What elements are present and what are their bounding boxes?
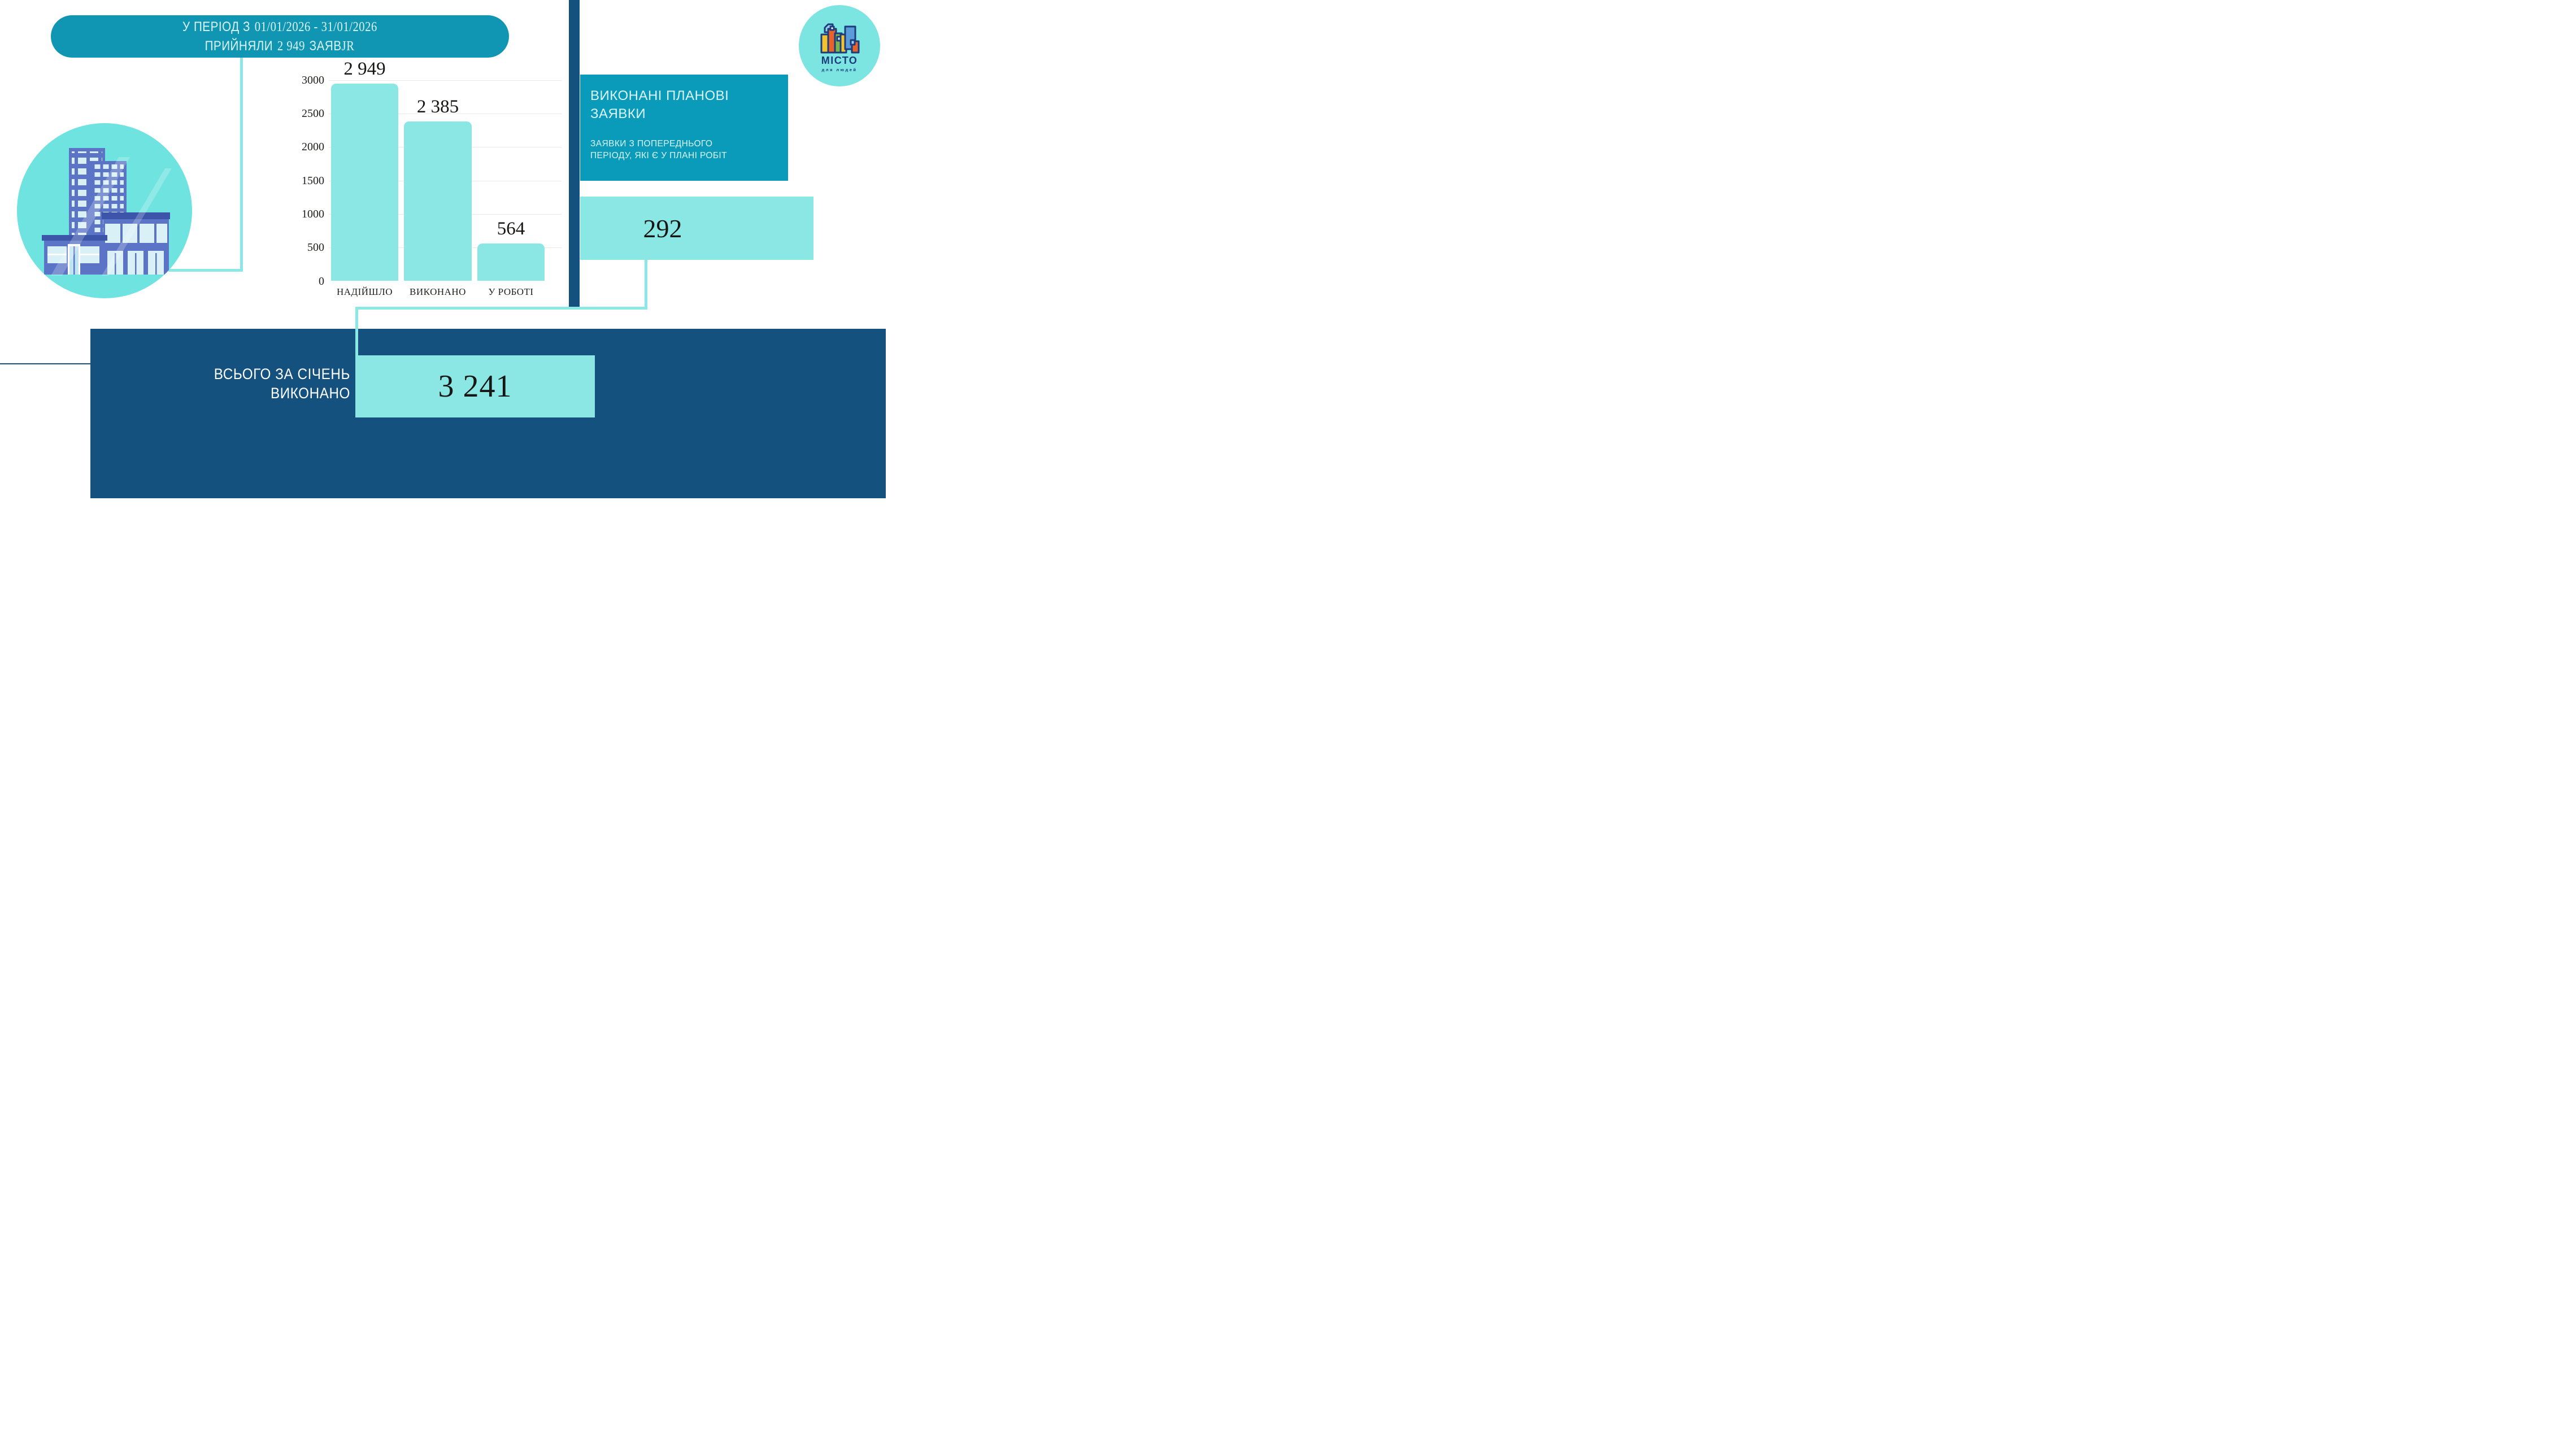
accepted-count: 2 949: [277, 38, 306, 54]
y-axis-tick-label: 1000: [302, 207, 324, 220]
chart-gridline: [329, 80, 562, 81]
banner-connector-horizontal: [168, 269, 243, 272]
y-axis-tick-label: 500: [307, 241, 324, 254]
bar-category-label: ВИКОНАНО: [410, 286, 466, 297]
logo-name: МІСТО: [821, 55, 858, 66]
city-building-illustration: [17, 123, 192, 298]
value-connector-horizontal: [355, 307, 647, 310]
period-banner-line1: У ПЕРІОД З 01/01/2026 - 31/01/2026: [182, 18, 377, 37]
applications-bar-chart: 0 500 1000 1500 2000 2500 3000 2 949 НАДІЙШЛО 2 3…: [0, 0, 886, 498]
left-rule-line: [0, 363, 90, 364]
accepted-label: ПРИЙНЯЛИ: [205, 38, 273, 54]
bar-value-label: 564: [497, 218, 525, 239]
bar-value-label: 2 385: [416, 96, 459, 117]
logo-tagline: для людей: [821, 67, 858, 72]
period-banner-line2: ПРИЙНЯЛИ 2 949 ЗАЯВJR: [205, 37, 355, 56]
total-value-box: 3 241: [355, 355, 595, 417]
bar-value-label: 2 949: [343, 58, 386, 79]
y-axis-tick-label: 1500: [302, 174, 324, 187]
bar-category-label: У РОБОТІ: [488, 286, 534, 297]
y-axis-tick-label: 3000: [302, 73, 324, 86]
misto-logo: МІСТО для людей: [799, 5, 880, 86]
planned-requests-box: ВИКОНАНІ ПЛАНОВІ ЗАЯВКИ ЗАЯВКИ З ПОПЕРЕД…: [580, 75, 788, 181]
planned-requests-description: ЗАЯВКИ З ПОПЕРЕДНЬОГО ПЕРІОДУ, ЯКІ Є У П…: [590, 139, 728, 160]
total-label: ВСЬОГО ЗА СІЧЕНЬ ВИКОНАНО: [214, 365, 350, 402]
planned-value: 292: [643, 214, 682, 243]
y-axis-tick-label: 2500: [302, 107, 324, 120]
banner-connector-vertical: [240, 56, 243, 272]
y-axis-tick-label: 2000: [302, 141, 324, 154]
chart-bar: [331, 83, 398, 281]
chart-bar: [404, 121, 472, 281]
period-banner: У ПЕРІОД З 01/01/2026 - 31/01/2026 ПРИЙН…: [51, 15, 509, 58]
value-connector-vertical-right: [645, 259, 647, 310]
planned-value-box: 292: [580, 197, 813, 260]
value-connector-vertical-left: [355, 307, 358, 358]
total-value: 3 241: [438, 369, 512, 404]
infographic-page: У ПЕРІОД З 01/01/2026 - 31/01/2026 ПРИЙН…: [0, 0, 886, 498]
right-accent-stripe: [569, 0, 580, 307]
y-axis-tick-label: 0: [319, 275, 324, 288]
accepted-unit: ЗАЯВJR: [310, 38, 355, 54]
logo-buildings-icon: [820, 23, 860, 54]
bar-category-label: НАДІЙШЛО: [336, 286, 393, 297]
period-dates: 01/01/2026 - 31/01/2026: [254, 19, 377, 34]
planned-requests-title: ВИКОНАНІ ПЛАНОВІ ЗАЯВКИ: [590, 88, 729, 121]
period-label: У ПЕРІОД З: [182, 19, 251, 34]
chart-bar: [477, 243, 545, 281]
